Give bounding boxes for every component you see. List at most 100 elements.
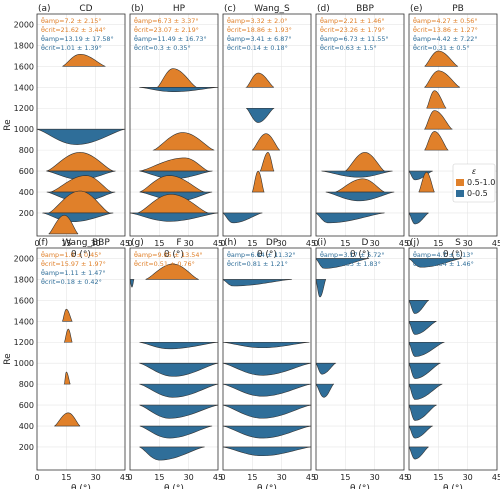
x-tick-label: 30 (184, 473, 194, 482)
violin-re-400-high (335, 178, 385, 193)
x-axis-label: θ (°) (164, 484, 184, 489)
legend-entry-label: 0.5-1.0 (467, 178, 495, 187)
violin-re-800-high (152, 132, 215, 151)
panel-frame (36, 13, 126, 237)
panel-title: CD (79, 4, 92, 14)
y-tick-label: 2000 (14, 254, 34, 263)
violin-re-400-low (139, 425, 213, 439)
stat-annotation: θ̄amp=6.73 ± 3.37° (134, 16, 199, 25)
stat-annotation: θ̄crit=21.62 ± 3.44° (41, 25, 106, 34)
panel-f: 0 15 30 45 θ (°) (g) Fθ̄amp=9.05 ± 13.54°θ̄cri… (127, 238, 223, 489)
panel-d: 0 15 30 45 θ (°) (i) Dθ̄amp=3.17 ± 5.72°θ̄crit… (313, 238, 409, 489)
y-tick-label: 200 (19, 443, 34, 452)
violin-re-800-low (222, 383, 312, 397)
legend-swatch (456, 190, 464, 197)
y-tick-label: 800 (19, 380, 34, 389)
x-tick-label: 30 (91, 239, 101, 248)
violin-re-1200-low (139, 341, 219, 350)
violin-re-200-high (48, 190, 110, 214)
x-tick-label: 45 (306, 473, 316, 482)
violin-re-1200-low (408, 341, 445, 357)
violin-re-600-low (222, 404, 312, 419)
panel-title: S (455, 238, 461, 248)
x-tick-label: 0 (220, 239, 225, 248)
x-axis-label: θ (°) (71, 250, 91, 260)
y-axis-label: Re (3, 353, 13, 365)
y-tick-label: 800 (19, 146, 34, 155)
x-axis-label: θ (°) (350, 250, 370, 260)
stat-annotation: θ̄amp=3.32 ± 2.0° (227, 16, 287, 25)
violin-re-200-low (129, 212, 219, 222)
violin-re-1600-high (62, 53, 106, 67)
violin-re-800-low (408, 383, 443, 400)
stat-annotation: θ̄amp=1.11 ± 1.47° (41, 268, 106, 277)
x-axis-label: θ (°) (443, 250, 463, 260)
violin-re-200-low (408, 446, 429, 460)
violin-re-200-low (408, 212, 429, 225)
stat-annotation: θ̄crit=15.97 ± 1.97° (41, 259, 106, 268)
panel-title: DP (266, 238, 279, 248)
x-tick-label: 15 (61, 239, 71, 248)
violin-re-600-low (408, 404, 437, 421)
panel-title: D (362, 238, 369, 248)
legend: ε 0.5-1.0 0-0.5 (452, 163, 495, 203)
x-tick-label: 30 (91, 473, 101, 482)
violin-re-1400-high (62, 308, 73, 322)
stat-annotation: θ̄amp=4.27 ± 0.56° (413, 16, 478, 25)
violin-re-200-low (315, 212, 385, 224)
stat-annotation: θ̄amp=11.49 ± 16.73° (134, 34, 207, 43)
y-tick-label: 1800 (14, 275, 34, 284)
stat-annotation: θ̄crit=1.01 ± 1.39° (41, 43, 102, 52)
violin-re-600-low (139, 404, 219, 419)
violin-re-200-low (139, 446, 205, 461)
legend-entry-label: 0-0.5 (467, 189, 488, 198)
x-tick-label: 30 (277, 473, 287, 482)
panel-letter: (j) (410, 238, 420, 248)
y-tick-label: 1000 (14, 359, 34, 368)
stat-annotation: θ̄crit=13.86 ± 1.27° (413, 25, 478, 34)
x-tick-label: 0 (34, 473, 39, 482)
violin-re-400-low (325, 191, 395, 202)
violin-re-1000-low (36, 128, 126, 145)
stat-annotation: θ̄amp=13.19 ± 17.58° (41, 34, 114, 43)
y-tick-label: 600 (19, 401, 34, 410)
panel-hp: 0 15 30 45θ (°)(b) HPθ̄amp=6.73 ± 3.37°θ̄cri… (127, 4, 223, 260)
panel-frame (408, 247, 498, 471)
stat-annotation: θ̄crit=1.34 ± 1.46° (413, 259, 474, 268)
x-tick-label: 0 (34, 239, 39, 248)
violin-re-2000-low (315, 257, 370, 269)
violin-re-200-low (222, 212, 263, 224)
stat-annotation: θ̄crit=0.18 ± 0.42° (41, 277, 102, 286)
legend-title: ε (472, 167, 477, 176)
violin-re-1400-low (139, 86, 219, 93)
y-tick-label: 1600 (14, 62, 34, 71)
y-tick-label: 1800 (14, 41, 34, 50)
x-tick-label: 45 (492, 473, 500, 482)
x-tick-label: 45 (399, 473, 409, 482)
x-tick-label: 0 (127, 239, 132, 248)
stat-annotation: θ̄amp=2.21 ± 1.46° (320, 16, 385, 25)
violin-re-1400-low (408, 321, 437, 335)
x-axis-label: θ (°) (443, 484, 463, 489)
panel-s: 0 15 30 45 θ (°) (j) Sθ̄amp=4.7 ± 6.13°θ̄crit=… (406, 238, 500, 489)
x-tick-label: 30 (277, 239, 287, 248)
legend-swatch (456, 179, 464, 186)
x-tick-label: 45 (306, 239, 316, 248)
x-tick-label: 45 (213, 473, 223, 482)
violin-re-800-low (315, 383, 334, 398)
stat-annotation: θ̄amp=1.0 ± 0.45° (41, 250, 101, 259)
y-axis-label: Re (3, 119, 13, 131)
panel-letter: (e) (410, 4, 423, 14)
stat-annotation: θ̄crit=23.26 ± 1.79° (320, 25, 385, 34)
panel-letter: (b) (131, 4, 144, 14)
x-axis-label: θ (°) (350, 484, 370, 489)
x-tick-label: 15 (61, 473, 71, 482)
y-tick-label: 2000 (14, 20, 34, 29)
panel-wang-bbp: 0 15 30 45 θ (°) 200 400 600 800 1000 1200 1400 1600… (3, 238, 130, 489)
x-tick-label: 0 (313, 473, 318, 482)
stat-annotation: θ̄amp=6.73 ± 11.55° (320, 34, 389, 43)
y-tick-label: 1200 (14, 338, 34, 347)
stat-annotation: θ̄crit=18.86 ± 1.93° (227, 25, 292, 34)
violin-re-800-low (139, 383, 219, 398)
